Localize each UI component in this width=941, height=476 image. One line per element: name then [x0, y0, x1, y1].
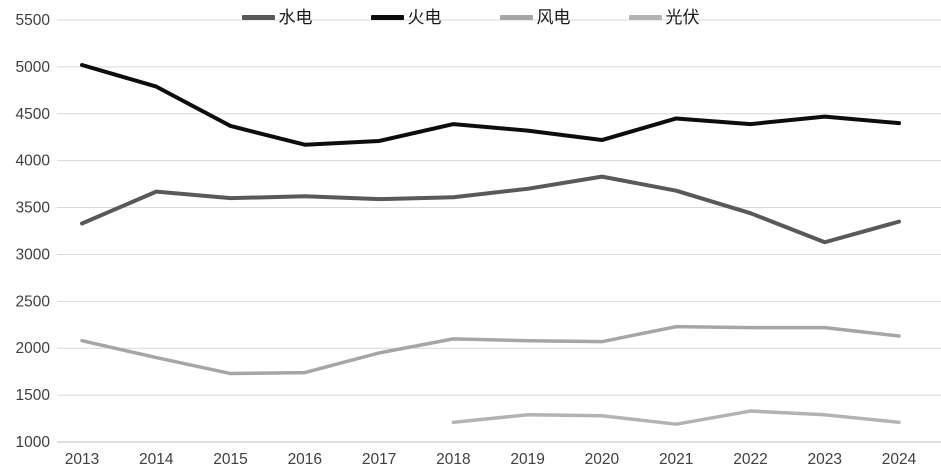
- y-axis-tick-label: 3000: [16, 246, 51, 263]
- x-axis-tick-label: 2014: [139, 451, 174, 468]
- series-line-thermal: [80, 63, 901, 147]
- x-axis-tick-label: 2015: [213, 451, 247, 468]
- x-axis-tick-label: 2019: [510, 451, 544, 468]
- y-axis-tick-label: 4500: [16, 106, 51, 123]
- y-axis-tick-label: 3500: [16, 200, 51, 217]
- x-axis-tick-label: 2013: [65, 451, 99, 468]
- series-line-solar: [451, 409, 901, 426]
- x-axis-tick-label: 2020: [585, 451, 620, 468]
- y-axis-tick-label: 5500: [16, 12, 51, 29]
- series-line-hydro: [80, 174, 901, 245]
- series-line-wind: [80, 324, 901, 376]
- y-axis-tick-label: 1000: [16, 434, 51, 451]
- x-axis-tick-label: 2018: [436, 451, 470, 468]
- x-axis-tick-label: 2024: [882, 451, 917, 468]
- y-axis-tick-label: 5000: [16, 59, 51, 76]
- y-axis-tick-label: 2000: [16, 340, 51, 357]
- x-axis-tick-label: 2022: [733, 451, 767, 468]
- x-axis-tick-label: 2017: [362, 451, 396, 468]
- y-axis-tick-label: 1500: [16, 387, 51, 404]
- x-axis-tick-label: 2021: [659, 451, 693, 468]
- y-axis-tick-label: 2500: [16, 293, 51, 310]
- x-axis-tick-label: 2023: [807, 451, 841, 468]
- x-axis-tick-label: 2016: [288, 451, 322, 468]
- y-axis-tick-label: 4000: [16, 153, 51, 170]
